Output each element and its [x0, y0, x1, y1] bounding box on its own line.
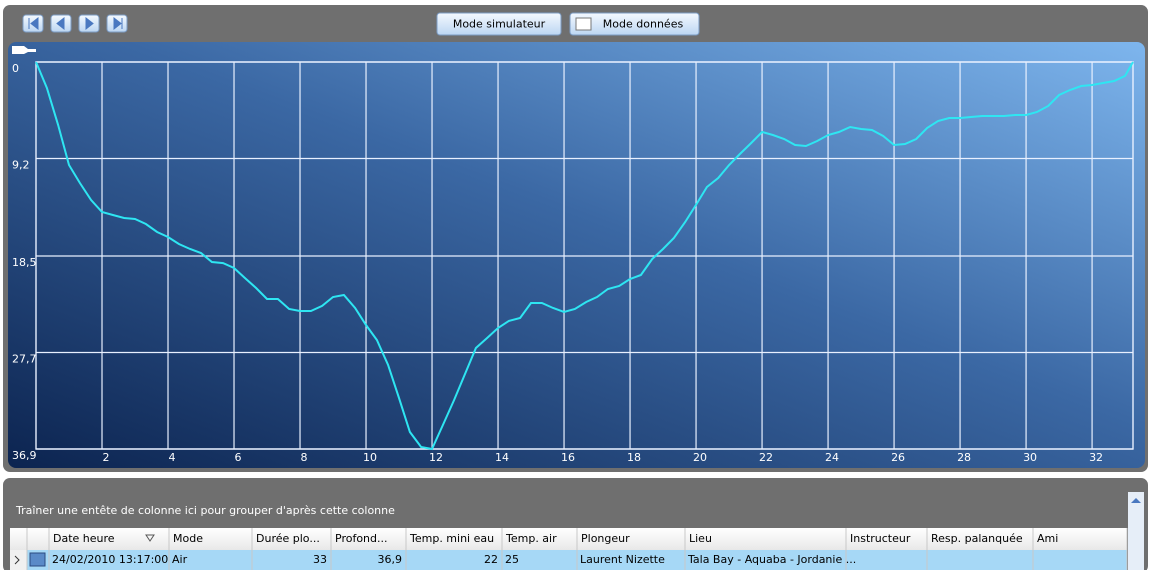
x-tick-label: 18	[627, 451, 641, 464]
y-tick-label: 18,5	[12, 256, 37, 269]
grid-cell: 36,9	[378, 553, 403, 566]
x-tick-label: 26	[891, 451, 905, 464]
calendar-icon	[575, 17, 592, 31]
column-header: Date heure	[53, 532, 115, 545]
sort-arrow	[145, 534, 155, 542]
grid-cell: 24/02/2010 13:17:00	[52, 553, 168, 566]
grid-cell: 25	[505, 553, 519, 566]
column-header: Resp. palanquée	[931, 532, 1023, 545]
button-label: Mode données	[603, 18, 684, 31]
column-header: Ami	[1037, 532, 1058, 545]
column-header: Plongeur	[581, 532, 630, 545]
row-icon	[29, 552, 46, 567]
column-header: Temp. mini eau	[409, 532, 494, 545]
chart-area	[8, 42, 1145, 468]
x-tick-label: 24	[825, 451, 839, 464]
x-tick-label: 6	[235, 451, 242, 464]
button-label: Mode simulateur	[453, 18, 546, 31]
grid-cell: 22	[484, 553, 498, 566]
plot-frame	[35, 61, 1134, 450]
column-header: Durée plo...	[256, 532, 320, 545]
grid-cell: Laurent Nizette	[580, 553, 665, 566]
column-header: Temp. air	[505, 532, 557, 545]
x-tick-label: 20	[693, 451, 707, 464]
scroll-up[interactable]	[1131, 498, 1141, 503]
plot: 09,218,527,736,9 2 4 6 8 10 12 14 16 18 20 22 24 26 28…	[12, 61, 1134, 464]
x-tick-label: 12	[429, 451, 443, 464]
group-hint: Traîner une entête de colonne ici pour g…	[15, 504, 395, 517]
nav-icons	[28, 16, 123, 31]
x-tick-label: 8	[301, 451, 308, 464]
table: Date heure Mode Durée plo... Profond... Temp…	[26, 528, 1128, 570]
data-button[interactable]	[569, 12, 700, 36]
grid-cell: Air	[172, 553, 188, 566]
x-tick-label: 22	[759, 451, 773, 464]
y-tick-label: 0	[12, 62, 19, 75]
x-tick-label: 32	[1089, 451, 1103, 464]
y-tick-label: 9,2	[12, 158, 30, 171]
simulator-button[interactable]	[436, 12, 562, 36]
depth-line	[35, 61, 1134, 451]
x-tick-label: 28	[957, 451, 971, 464]
y-tick-label: 36,9	[12, 449, 37, 462]
grid-header	[10, 528, 1127, 550]
x-tick-label: 4	[169, 451, 176, 464]
scrollbar[interactable]	[1128, 492, 1144, 570]
x-tick-label: 16	[561, 451, 575, 464]
grid-cell: 33	[313, 553, 327, 566]
column-header: Instructeur	[850, 532, 911, 545]
column-header: Mode	[173, 532, 203, 545]
grid-cell: Tala Bay - Aquaba - Jordanie ...	[687, 553, 856, 566]
grid-row-selected[interactable]	[10, 550, 1127, 570]
column-header: Lieu	[689, 532, 712, 545]
column-header: Profond...	[335, 532, 388, 545]
x-tick-label: 10	[363, 451, 377, 464]
x-tick-label: 30	[1023, 451, 1037, 464]
x-tick-label: 14	[495, 451, 509, 464]
diver-icon	[12, 46, 36, 54]
x-tick-label: 2	[103, 451, 110, 464]
y-tick-label: 27,7	[12, 353, 37, 366]
nav-buttons	[22, 14, 128, 33]
row-arrow	[14, 555, 20, 565]
